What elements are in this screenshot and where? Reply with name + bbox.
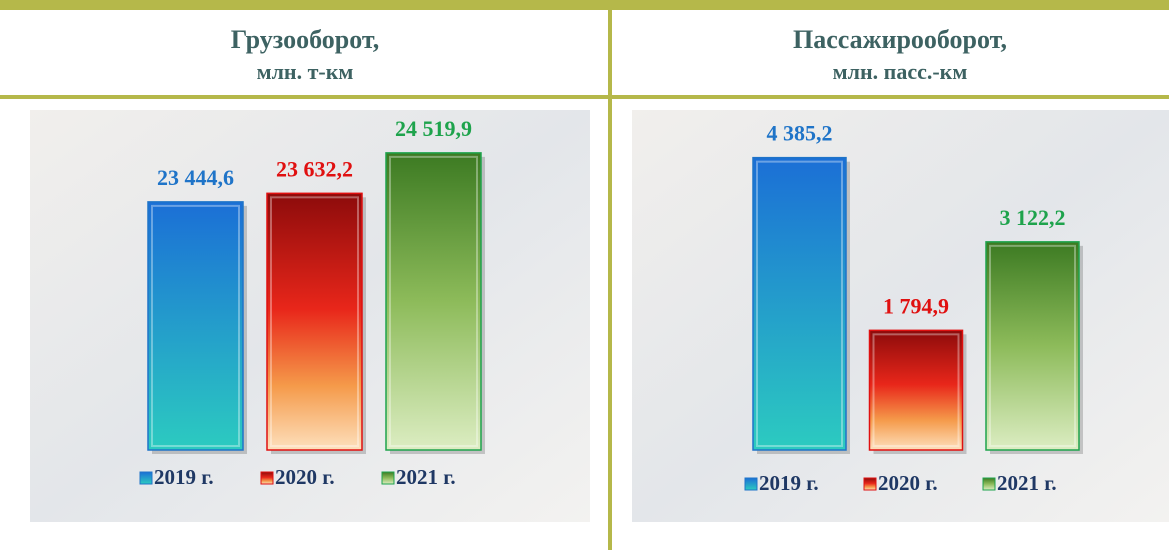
legend-swatch [982, 477, 996, 491]
header-rule [0, 95, 1169, 99]
bar-bevel [151, 204, 240, 447]
legend-label: 2021 г. [997, 471, 1057, 495]
legend-label: 2021 г. [396, 465, 456, 489]
chart-subtitle: млн. пасс.-км [833, 59, 968, 84]
bar [147, 201, 244, 451]
bar [385, 152, 482, 451]
divider [608, 10, 612, 550]
bar-bevel [270, 196, 359, 447]
legend-swatch [260, 471, 274, 485]
value-label: 1 794,9 [883, 293, 949, 318]
bar [752, 156, 847, 451]
bar [985, 241, 1080, 451]
legend-label: 2020 г. [878, 471, 938, 495]
bar-bevel [756, 160, 843, 448]
chart-title: Грузооборот, [231, 25, 379, 54]
legend-label: 2019 г. [759, 471, 819, 495]
legend-label: 2020 г. [275, 465, 335, 489]
chart-title: Пассажирооборот, [793, 25, 1007, 54]
top-band [0, 0, 1169, 10]
legend-swatch [863, 477, 877, 491]
value-label: 24 519,9 [395, 116, 472, 141]
bar-bevel [389, 155, 478, 447]
value-label: 4 385,2 [767, 121, 833, 146]
value-label: 23 444,6 [157, 165, 234, 190]
bar [266, 192, 363, 451]
value-label: 23 632,2 [276, 156, 353, 181]
value-label: 3 122,2 [1000, 205, 1066, 230]
legend-swatch [139, 471, 153, 485]
legend-label: 2019 г. [154, 465, 214, 489]
legend-swatch [381, 471, 395, 485]
bar [868, 329, 964, 451]
legend-swatch [744, 477, 758, 491]
chart-subtitle: млн. т-км [257, 59, 354, 84]
bar-bevel [989, 244, 1076, 447]
bar-bevel [872, 333, 960, 447]
